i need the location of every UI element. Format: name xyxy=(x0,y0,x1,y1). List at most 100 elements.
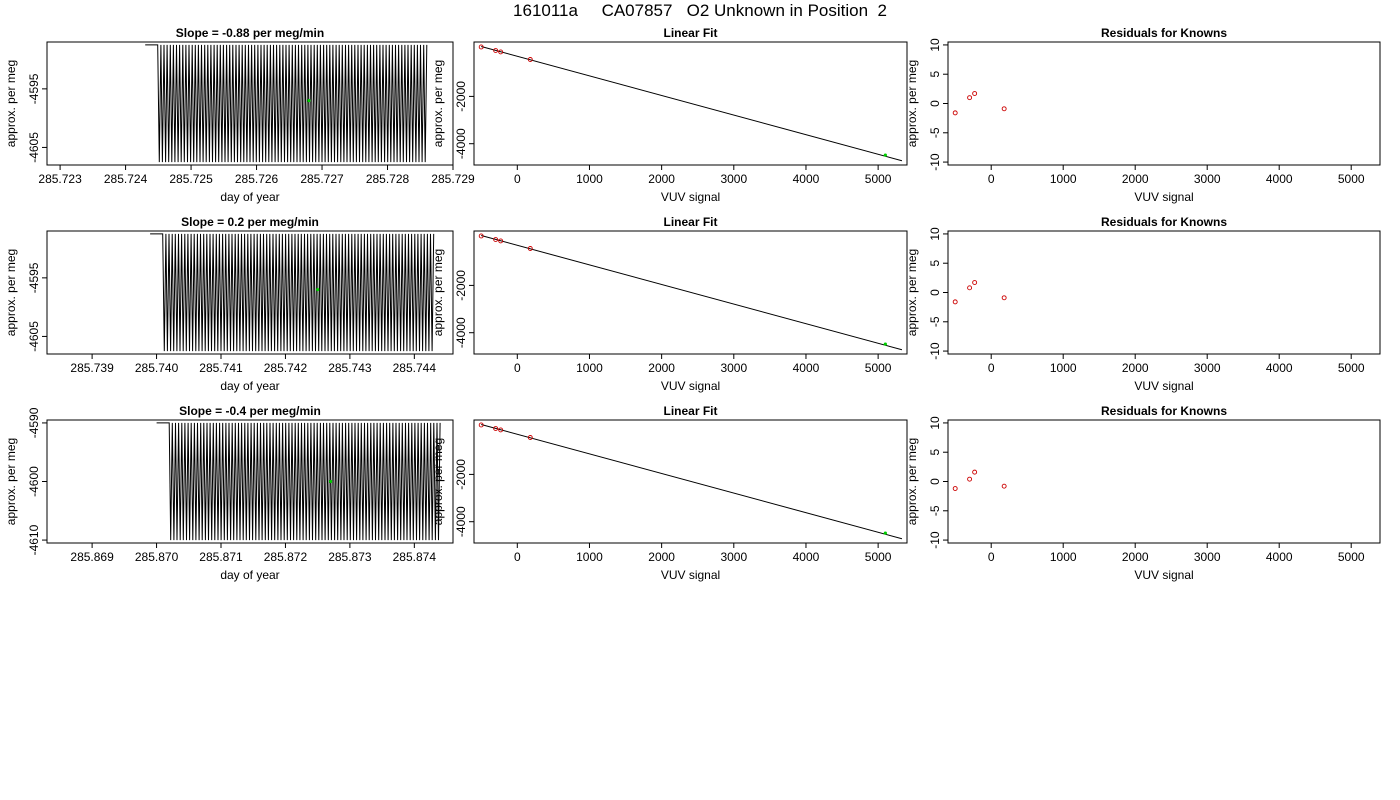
x-tick-label: 3000 xyxy=(720,172,747,186)
x-tick-label: 285.872 xyxy=(264,550,308,564)
plot-content xyxy=(145,44,428,163)
plot-frame xyxy=(473,230,908,355)
y-tick-label: -2000 xyxy=(454,270,468,301)
x-tick-label: 2000 xyxy=(1122,172,1149,186)
y-tick-label: -4000 xyxy=(454,317,468,348)
x-axis-label: day of year xyxy=(220,379,279,393)
panel-title: Linear Fit xyxy=(663,26,717,40)
x-tick-label: 4000 xyxy=(1266,361,1293,375)
known-point xyxy=(952,486,958,491)
panel-title: Slope = -0.4 per meg/min xyxy=(179,404,321,418)
x-tick-label: 3000 xyxy=(720,361,747,375)
x-tick-label: 285.743 xyxy=(328,361,372,375)
x-axis-label: VUV signal xyxy=(661,379,720,393)
x-tick-label: 5000 xyxy=(865,172,892,186)
y-tick-label: 10 xyxy=(928,38,942,52)
panel-residuals-3: Residuals for Knowns 0 1000 2000 3000 4000 500… xyxy=(905,404,1381,582)
known-point xyxy=(972,91,978,96)
panel-residuals-1: Residuals for Knowns 0 1000 2000 3000 4000 500… xyxy=(905,26,1381,204)
x-axis-label: VUV signal xyxy=(1134,190,1193,204)
unknown-point-marker xyxy=(307,98,311,103)
known-point xyxy=(972,469,978,475)
panel-title: Residuals for Knowns xyxy=(1101,215,1227,229)
x-tick-label: 0 xyxy=(988,550,995,564)
data-trace xyxy=(150,233,435,352)
known-point xyxy=(493,426,499,431)
x-tick-label: 285.741 xyxy=(199,361,243,375)
known-point xyxy=(1001,106,1007,112)
x-tick-label: 2000 xyxy=(648,172,675,186)
known-point xyxy=(493,48,499,53)
x-tick-label: 2000 xyxy=(648,550,675,564)
x-axis-label: VUV signal xyxy=(1134,568,1193,582)
known-point xyxy=(498,427,504,433)
x-tick-label: 5000 xyxy=(865,361,892,375)
panel-linear-fit-3: Linear Fit 0 1000 2000 3000 4000 5000 -2000 -400… xyxy=(431,404,908,582)
x-tick-label: 5000 xyxy=(1338,550,1365,564)
known-point xyxy=(952,299,958,305)
known-point xyxy=(478,422,484,428)
x-tick-label: 1000 xyxy=(576,361,603,375)
known-point xyxy=(527,435,533,440)
plot-content xyxy=(952,91,1007,116)
y-axis-label: approx. per meg xyxy=(905,438,919,525)
known-point xyxy=(498,49,504,55)
x-tick-label: 5000 xyxy=(1338,361,1365,375)
y-tick-label: -4605 xyxy=(27,132,41,163)
x-tick-label: 5000 xyxy=(1338,172,1365,186)
y-tick-label: -2000 xyxy=(454,81,468,112)
x-tick-label: 2000 xyxy=(648,361,675,375)
y-axis-label: approx. per meg xyxy=(431,60,445,147)
x-tick-label: 285.728 xyxy=(366,172,410,186)
y-axis-label: approx. per meg xyxy=(431,249,445,336)
plot-frame xyxy=(46,230,454,355)
known-point xyxy=(967,285,973,291)
y-tick-label: -4595 xyxy=(27,73,41,104)
x-tick-label: 285.740 xyxy=(135,361,179,375)
x-tick-label: 0 xyxy=(514,361,521,375)
x-tick-label: 0 xyxy=(988,361,995,375)
known-point xyxy=(527,57,533,62)
plot-frame xyxy=(473,419,908,544)
x-tick-label: 285.723 xyxy=(38,172,82,186)
y-axis-label: approx. per meg xyxy=(905,249,919,336)
x-tick-label: 285.725 xyxy=(169,172,213,186)
panel-linear-fit-1: Linear Fit 0 1000 2000 3000 4000 5000 -2000 -400… xyxy=(431,26,908,204)
x-tick-label: 1000 xyxy=(1050,172,1077,186)
panel-title: Slope = -0.88 per meg/min xyxy=(176,26,324,40)
x-tick-label: 285.727 xyxy=(300,172,344,186)
x-tick-label: 285.726 xyxy=(235,172,279,186)
y-tick-label: 0 xyxy=(928,100,942,107)
known-point xyxy=(952,110,958,116)
y-tick-label: -5 xyxy=(928,127,942,138)
y-tick-label: 5 xyxy=(928,260,942,267)
x-tick-label: 0 xyxy=(988,172,995,186)
known-point xyxy=(1001,295,1007,301)
plot-frame xyxy=(947,230,1381,355)
y-tick-label: 5 xyxy=(928,71,942,78)
y-tick-label: -4605 xyxy=(27,321,41,352)
plot-frame xyxy=(46,41,454,166)
known-point xyxy=(478,233,484,239)
x-tick-label: 1000 xyxy=(576,550,603,564)
y-tick-label: -4610 xyxy=(27,524,41,555)
unknown-point-marker xyxy=(316,287,320,292)
known-point xyxy=(967,95,973,101)
fit-line xyxy=(481,235,903,351)
y-tick-label: -4000 xyxy=(454,506,468,537)
x-tick-label: 1000 xyxy=(1050,550,1077,564)
known-point xyxy=(527,246,533,251)
y-tick-label: -4600 xyxy=(27,466,41,497)
plot-content xyxy=(150,233,435,352)
x-tick-label: 285.873 xyxy=(328,550,372,564)
known-point xyxy=(493,237,499,242)
x-tick-label: 285.729 xyxy=(431,172,475,186)
fit-line xyxy=(481,46,903,162)
panel-time-series-1: Slope = -0.88 per meg/min 285.723 285.724 2… xyxy=(4,26,475,204)
x-axis-label: VUV signal xyxy=(1134,379,1193,393)
x-tick-label: 4000 xyxy=(793,361,820,375)
x-tick-label: 3000 xyxy=(1194,361,1221,375)
x-tick-label: 1000 xyxy=(1050,361,1077,375)
data-trace xyxy=(145,44,428,163)
known-point xyxy=(1001,483,1007,489)
